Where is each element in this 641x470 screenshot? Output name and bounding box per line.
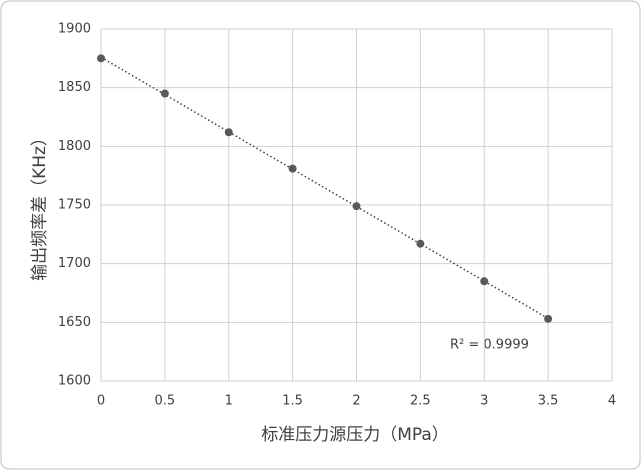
y-tick-label: 1700 xyxy=(58,256,91,271)
data-point xyxy=(97,54,105,63)
x-tick-label: 1 xyxy=(225,394,233,409)
x-tick-label: 2.5 xyxy=(410,394,431,409)
y-axis-title: 输出频率差（KHz） xyxy=(30,129,50,281)
data-point xyxy=(544,314,553,323)
data-point xyxy=(352,202,361,211)
y-tick-label: 1800 xyxy=(58,139,91,154)
x-tick-label: 1.5 xyxy=(282,394,303,409)
y-tick-label: 1850 xyxy=(58,80,91,95)
y-tick-label: 1600 xyxy=(58,374,91,389)
x-tick-label: 0 xyxy=(97,394,105,409)
x-tick-label: 0.5 xyxy=(155,394,176,409)
x-tick-label: 2 xyxy=(352,394,360,409)
data-point xyxy=(416,239,425,248)
x-tick-label: 3.5 xyxy=(538,394,559,409)
x-axis-title: 标准压力源压力（MPa） xyxy=(261,425,449,445)
y-tick-label: 1650 xyxy=(58,315,91,330)
x-tick-label: 4 xyxy=(608,394,616,409)
data-point xyxy=(160,89,169,98)
y-tick-label: 1900 xyxy=(58,22,91,37)
data-point xyxy=(288,164,297,173)
x-tick-label: 3 xyxy=(480,394,488,409)
data-point xyxy=(224,128,233,137)
annotation: R² = 0.9999 xyxy=(450,338,529,353)
data-point xyxy=(480,277,489,286)
y-tick-label: 1750 xyxy=(58,198,91,213)
